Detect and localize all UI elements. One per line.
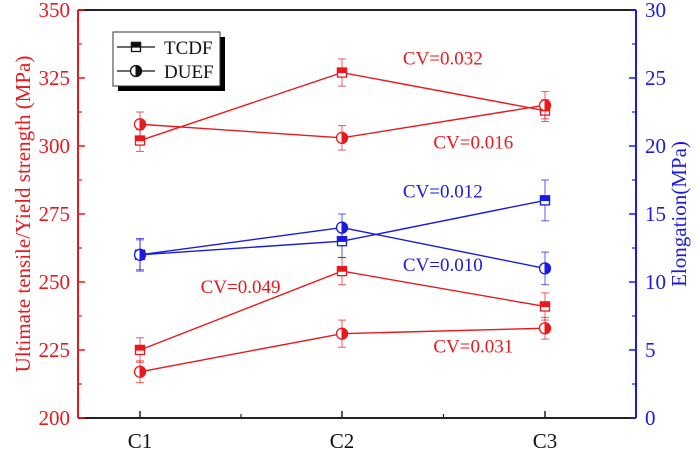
data-point-marker-fill (544, 322, 551, 335)
cv-annotation: CV=0.016 (433, 133, 513, 154)
data-point-marker-fill (544, 99, 551, 112)
data-point-marker-fill (336, 265, 348, 272)
data-point-marker-fill (341, 327, 348, 340)
x-tick-label: C2 (330, 429, 355, 453)
data-point-marker-fill (139, 248, 146, 261)
y-axis-left-title: Ultimate tensile/Yield strength (MPa) (11, 56, 35, 373)
y-right-tick-label: 5 (645, 338, 656, 362)
cv-annotation: CV=0.032 (403, 48, 483, 69)
cv-annotation: CV=0.031 (433, 337, 513, 358)
y-left-tick-label: 200 (39, 406, 71, 430)
y-left-tick-label: 225 (39, 338, 71, 362)
y-left-tick-label: 275 (39, 202, 71, 226)
legend-marker-fill (130, 41, 142, 48)
data-point-marker-fill (139, 365, 146, 378)
legend-label: TCDF (164, 38, 213, 59)
y-right-tick-label: 25 (645, 66, 666, 90)
series-tcdf-ultimate-tensile-strength (134, 58, 551, 152)
y-right-tick-label: 10 (645, 270, 666, 294)
cv-annotation: CV=0.012 (403, 182, 483, 203)
series-duef-elongation (133, 213, 552, 286)
y-left-tick-label: 325 (39, 66, 71, 90)
y-right-tick-label: 15 (645, 202, 666, 226)
x-tick-label: C3 (533, 429, 558, 453)
data-point-marker-fill (139, 118, 146, 131)
y-left-tick-label: 350 (39, 0, 71, 22)
cv-annotation: CV=0.010 (403, 255, 483, 276)
y-right-tick-label: 20 (645, 134, 666, 158)
y-left-tick-label: 250 (39, 270, 71, 294)
axis-ticks: 200 225 250 275 300 325 350 0 5 10 15 20 25 30 C1 C2 C3 (39, 0, 667, 453)
series-duef-ultimate-tensile-strength (133, 91, 552, 151)
series-duef-yield-strength (133, 316, 552, 384)
data-point-marker-fill (544, 262, 551, 275)
cv-annotation: CV=0.049 (201, 277, 281, 298)
data-point-marker-fill (341, 221, 348, 234)
legend: TCDF DUEF (112, 31, 225, 91)
data-point-marker-fill (539, 301, 551, 308)
legend-marker-fill (135, 64, 142, 78)
data-point-marker-fill (336, 67, 348, 74)
data-point-marker-fill (341, 131, 348, 144)
y-right-tick-label: 0 (645, 406, 656, 430)
y-axis-right-title: Elongation(MPa) (667, 141, 691, 287)
y-left-tick-label: 300 (39, 134, 71, 158)
data-point-marker-fill (539, 195, 551, 202)
legend-label: DUEF (164, 62, 214, 83)
annotations-layer: CV=0.032 CV=0.016 CV=0.012 CV=0.010 CV=0.049… (201, 48, 514, 357)
y-right-tick-label: 30 (645, 0, 666, 22)
legend-box (112, 31, 221, 87)
data-point-marker-fill (134, 344, 146, 351)
series-layer (133, 58, 552, 384)
x-tick-label: C1 (128, 429, 153, 453)
